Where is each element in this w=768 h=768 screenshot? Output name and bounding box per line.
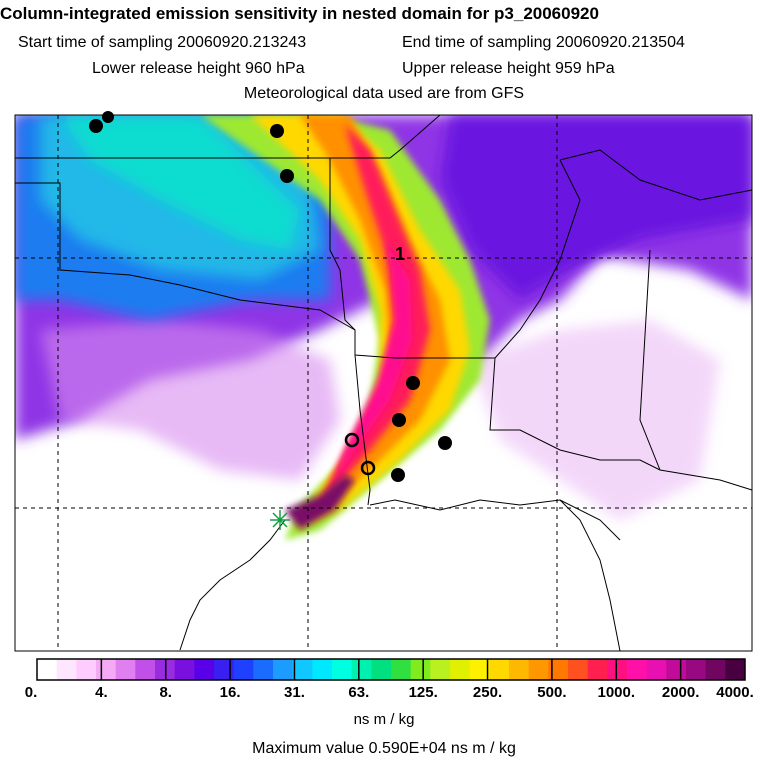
lower-release-text: Lower release height 960 hPa bbox=[92, 60, 305, 77]
colorbar-swatch bbox=[312, 659, 333, 680]
colorbar-swatch bbox=[705, 659, 726, 680]
colorbar-swatch bbox=[509, 659, 530, 680]
receptor-dot bbox=[391, 468, 405, 482]
start-sampling-text: Start time of sampling 20060920.213243 bbox=[18, 34, 307, 51]
colorbar-swatch bbox=[391, 659, 412, 680]
colorbar-swatch bbox=[627, 659, 648, 680]
colorbar-swatch bbox=[430, 659, 451, 680]
met-data-text: Meteorological data used are from GFS bbox=[243, 85, 525, 102]
colorbar-swatch bbox=[646, 659, 667, 680]
colorbar-swatch bbox=[351, 659, 372, 680]
map-geography bbox=[14, 114, 753, 652]
colorbar-swatch bbox=[96, 659, 117, 680]
colorbar-label: 250. bbox=[472, 684, 503, 701]
colorbar-swatch bbox=[607, 659, 628, 680]
colorbar-label: 500. bbox=[537, 684, 567, 701]
colorbar-swatch bbox=[76, 659, 97, 680]
colorbar-label: 31. bbox=[284, 684, 305, 701]
colorbar-swatch bbox=[37, 659, 58, 680]
colorbar-swatch bbox=[56, 659, 77, 680]
colorbar-label: 8. bbox=[159, 684, 172, 701]
colorbar-swatch bbox=[273, 659, 294, 680]
colorbar-swatch bbox=[469, 659, 490, 680]
colorbar-swatch bbox=[410, 659, 431, 680]
plot-title: Column-integrated emission sensitivity i… bbox=[0, 4, 599, 23]
receptor-ring bbox=[344, 432, 360, 448]
colorbar-swatch bbox=[528, 659, 549, 680]
receptor-markers bbox=[89, 111, 452, 530]
colorbar-swatch bbox=[174, 659, 195, 680]
colorbar-swatch bbox=[587, 659, 608, 680]
receptor-dot bbox=[392, 413, 406, 427]
colorbar-swatch bbox=[253, 659, 274, 680]
colorbar-swatch bbox=[568, 659, 589, 680]
colorbar-swatch bbox=[489, 659, 510, 680]
receptor-dot bbox=[102, 111, 114, 123]
colorbar-units: ns m / kg bbox=[353, 711, 415, 728]
receptor-dot bbox=[406, 376, 420, 390]
colorbar-label: 16. bbox=[219, 684, 241, 701]
upper-release-text: Upper release height 959 hPa bbox=[402, 60, 615, 77]
colorbar-label: 4000. bbox=[716, 684, 754, 701]
colorbar-label: 63. bbox=[348, 684, 370, 701]
receptor-ring bbox=[360, 460, 376, 476]
colorbar-swatch bbox=[725, 659, 746, 680]
colorbar-swatch bbox=[666, 659, 687, 680]
colorbar-swatch bbox=[292, 659, 313, 680]
colorbar-swatch bbox=[450, 659, 471, 680]
receptor-dot bbox=[280, 169, 294, 183]
release-point-star bbox=[270, 510, 290, 530]
maximum-value-text: Maximum value 0.590E+04 ns m / kg bbox=[252, 740, 516, 757]
map-field bbox=[15, 115, 752, 651]
colorbar bbox=[37, 659, 746, 680]
colorbar-swatch bbox=[214, 659, 235, 680]
end-sampling-text: End time of sampling 20060920.213504 bbox=[402, 34, 685, 51]
plume-label: 1 bbox=[395, 244, 405, 264]
colorbar-swatch bbox=[115, 659, 136, 680]
colorbar-label: 4. bbox=[95, 684, 108, 701]
colorbar-swatch bbox=[686, 659, 707, 680]
colorbar-label: 1000. bbox=[597, 684, 636, 701]
colorbar-label: 125. bbox=[408, 684, 438, 701]
colorbar-label: 0. bbox=[24, 684, 38, 701]
colorbar-swatch bbox=[233, 659, 254, 680]
colorbar-swatch bbox=[371, 659, 392, 680]
colorbar-label: 2000. bbox=[661, 684, 700, 701]
receptor-dot bbox=[270, 124, 284, 138]
receptor-dot bbox=[89, 119, 103, 133]
receptor-dot bbox=[438, 436, 452, 450]
colorbar-swatch bbox=[194, 659, 215, 680]
colorbar-swatch bbox=[135, 659, 156, 680]
colorbar-swatch bbox=[548, 659, 569, 680]
colorbar-swatch bbox=[332, 659, 353, 680]
